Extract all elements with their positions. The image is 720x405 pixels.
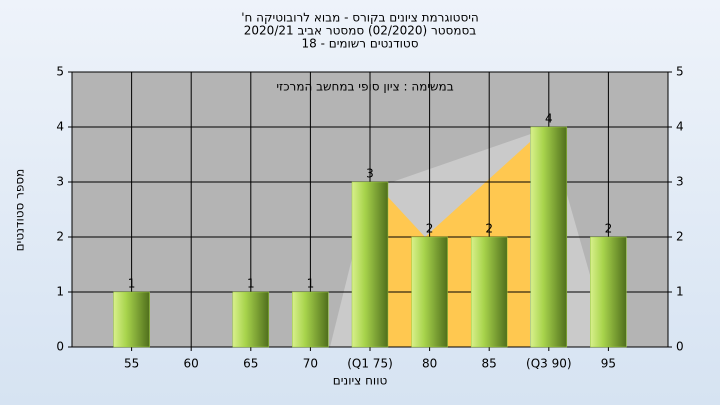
- y2-tick-label: 1: [676, 285, 684, 299]
- y-tick-label: 4: [56, 120, 64, 134]
- x-tick-label: 70: [303, 357, 318, 371]
- x-tick-label: 85: [482, 357, 497, 371]
- y-axis-label: מספר סטודנטים: [13, 169, 27, 252]
- y2-tick-label: 4: [676, 120, 684, 134]
- annotation: במשימה : ציון סופי במחשב המרכזי: [276, 80, 453, 94]
- bar: [232, 291, 270, 348]
- bar: [590, 236, 627, 348]
- y-tick-label: 0: [56, 340, 64, 354]
- y-tick-label: 1: [56, 285, 64, 299]
- data-label: 2: [605, 222, 613, 236]
- data-label: 2: [485, 222, 493, 236]
- y-tick-label: 5: [56, 65, 64, 79]
- x-tick-label: 55: [124, 357, 139, 371]
- x-tick-label: 95: [601, 357, 616, 371]
- data-label: 3: [366, 167, 374, 181]
- bar: [292, 291, 329, 348]
- y-tick-label: 2: [56, 230, 64, 244]
- bar: [530, 126, 568, 348]
- bar: [411, 236, 448, 348]
- data-label: 2: [426, 222, 434, 236]
- x-tick-label: (Q1 75): [347, 357, 393, 371]
- y2-tick-label: 3: [676, 175, 684, 189]
- y-tick-label: 3: [56, 175, 64, 189]
- x-tick-label: (Q3 90): [526, 357, 572, 371]
- data-label: 1: [128, 277, 136, 291]
- x-tick-label: 65: [243, 357, 258, 371]
- y2-tick-label: 2: [676, 230, 684, 244]
- x-tick-label: 80: [422, 357, 437, 371]
- y2-tick-label: 5: [676, 65, 684, 79]
- chart-subtitle: סטודנטים רשומים - 18: [301, 37, 418, 51]
- data-label: 4: [545, 112, 553, 126]
- x-tick-label: 60: [184, 357, 199, 371]
- chart-subtitle: בסמסטר (02/2020) סמסטר אביב 2020/21: [244, 24, 476, 38]
- bar: [113, 291, 150, 348]
- data-label: 1: [307, 277, 315, 291]
- data-label: 1: [247, 277, 255, 291]
- bar: [470, 236, 508, 348]
- bar: [351, 181, 389, 348]
- chart-title: היסטוגרמת ציונים בקורס - מבוא לרובוטיקה …: [241, 11, 479, 25]
- y2-tick-label: 0: [676, 340, 684, 354]
- x-axis-label: טווח ציונים: [333, 374, 388, 388]
